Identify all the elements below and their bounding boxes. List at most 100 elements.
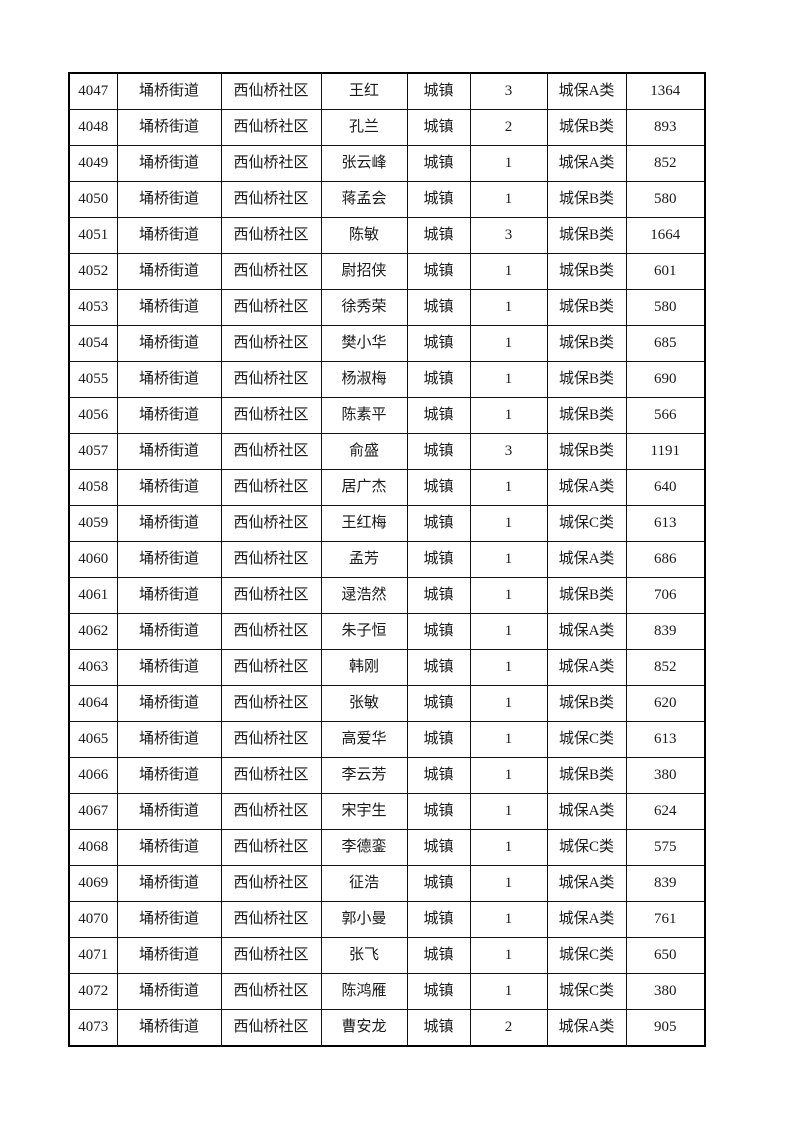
cell-id: 4061: [68, 577, 118, 614]
cell-id: 4047: [68, 72, 118, 110]
cell-category: 城保A类: [546, 541, 627, 578]
cell-category: 城保B类: [546, 109, 627, 146]
cell-amount: 650: [625, 937, 706, 974]
table-row: 4072 埇桥街道 西仙桥社区 陈鸿雁 城镇 1 城保C类 380: [68, 973, 706, 1010]
cell-amount: 852: [625, 649, 706, 686]
cell-type: 城镇: [406, 217, 471, 254]
cell-type: 城镇: [406, 757, 471, 794]
table-row: 4049 埇桥街道 西仙桥社区 张云峰 城镇 1 城保A类 852: [68, 145, 706, 182]
cell-id: 4053: [68, 289, 118, 326]
cell-category: 城保B类: [546, 397, 627, 434]
cell-id: 4054: [68, 325, 118, 362]
cell-name: 孟芳: [320, 541, 408, 578]
cell-category: 城保A类: [546, 865, 627, 902]
cell-street: 埇桥街道: [116, 217, 222, 254]
cell-name: 郭小曼: [320, 901, 408, 938]
table-row: 4058 埇桥街道 西仙桥社区 居广杰 城镇 1 城保A类 640: [68, 469, 706, 506]
cell-community: 西仙桥社区: [220, 901, 322, 938]
cell-street: 埇桥街道: [116, 793, 222, 830]
cell-category: 城保A类: [546, 649, 627, 686]
cell-community: 西仙桥社区: [220, 757, 322, 794]
cell-street: 埇桥街道: [116, 145, 222, 182]
cell-type: 城镇: [406, 721, 471, 758]
cell-community: 西仙桥社区: [220, 469, 322, 506]
cell-community: 西仙桥社区: [220, 325, 322, 362]
cell-type: 城镇: [406, 469, 471, 506]
cell-name: 俞盛: [320, 433, 408, 470]
cell-name: 逯浩然: [320, 577, 408, 614]
cell-amount: 380: [625, 757, 706, 794]
cell-name: 陈素平: [320, 397, 408, 434]
cell-count: 1: [469, 721, 548, 758]
cell-community: 西仙桥社区: [220, 577, 322, 614]
cell-name: 宋宇生: [320, 793, 408, 830]
cell-category: 城保C类: [546, 937, 627, 974]
table-row: 4062 埇桥街道 西仙桥社区 朱子恒 城镇 1 城保A类 839: [68, 613, 706, 650]
cell-id: 4052: [68, 253, 118, 290]
cell-type: 城镇: [406, 937, 471, 974]
cell-street: 埇桥街道: [116, 865, 222, 902]
cell-category: 城保B类: [546, 361, 627, 398]
cell-name: 张飞: [320, 937, 408, 974]
cell-amount: 893: [625, 109, 706, 146]
cell-id: 4073: [68, 1009, 118, 1047]
cell-category: 城保A类: [546, 613, 627, 650]
table-row: 4057 埇桥街道 西仙桥社区 俞盛 城镇 3 城保B类 1191: [68, 433, 706, 470]
cell-community: 西仙桥社区: [220, 217, 322, 254]
cell-count: 3: [469, 433, 548, 470]
cell-name: 张敏: [320, 685, 408, 722]
cell-type: 城镇: [406, 685, 471, 722]
cell-count: 1: [469, 541, 548, 578]
cell-community: 西仙桥社区: [220, 181, 322, 218]
cell-amount: 690: [625, 361, 706, 398]
cell-count: 3: [469, 217, 548, 254]
table-body: 4047 埇桥街道 西仙桥社区 王红 城镇 3 城保A类 1364 4048 埇桥街道 西仙桥社区孔…: [68, 72, 706, 1047]
cell-street: 埇桥街道: [116, 469, 222, 506]
cell-name: 李云芳: [320, 757, 408, 794]
cell-category: 城保C类: [546, 505, 627, 542]
cell-category: 城保A类: [546, 469, 627, 506]
cell-community: 西仙桥社区: [220, 865, 322, 902]
cell-count: 2: [469, 109, 548, 146]
cell-community: 西仙桥社区: [220, 433, 322, 470]
cell-id: 4057: [68, 433, 118, 470]
cell-type: 城镇: [406, 541, 471, 578]
cell-amount: 761: [625, 901, 706, 938]
cell-category: 城保B类: [546, 253, 627, 290]
cell-count: 1: [469, 829, 548, 866]
cell-id: 4064: [68, 685, 118, 722]
cell-name: 朱子恒: [320, 613, 408, 650]
cell-community: 西仙桥社区: [220, 829, 322, 866]
cell-id: 4065: [68, 721, 118, 758]
cell-category: 城保A类: [546, 901, 627, 938]
cell-street: 埇桥街道: [116, 72, 222, 110]
cell-count: 1: [469, 901, 548, 938]
cell-community: 西仙桥社区: [220, 649, 322, 686]
cell-count: 1: [469, 973, 548, 1010]
cell-community: 西仙桥社区: [220, 289, 322, 326]
cell-amount: 601: [625, 253, 706, 290]
cell-type: 城镇: [406, 145, 471, 182]
cell-category: 城保A类: [546, 793, 627, 830]
table-row: 4068 埇桥街道 西仙桥社区 李德銮 城镇 1 城保C类 575: [68, 829, 706, 866]
cell-name: 李德銮: [320, 829, 408, 866]
cell-community: 西仙桥社区: [220, 145, 322, 182]
cell-name: 王红梅: [320, 505, 408, 542]
cell-id: 4049: [68, 145, 118, 182]
cell-category: 城保A类: [546, 1009, 627, 1047]
cell-community: 西仙桥社区: [220, 793, 322, 830]
cell-street: 埇桥街道: [116, 973, 222, 1010]
cell-community: 西仙桥社区: [220, 253, 322, 290]
cell-amount: 839: [625, 613, 706, 650]
cell-name: 杨淑梅: [320, 361, 408, 398]
cell-community: 西仙桥社区: [220, 685, 322, 722]
cell-count: 1: [469, 469, 548, 506]
cell-street: 埇桥街道: [116, 649, 222, 686]
cell-street: 埇桥街道: [116, 721, 222, 758]
table-row: 4067 埇桥街道 西仙桥社区 宋宇生 城镇 1 城保A类 624: [68, 793, 706, 830]
cell-community: 西仙桥社区: [220, 505, 322, 542]
cell-category: 城保B类: [546, 757, 627, 794]
cell-amount: 613: [625, 505, 706, 542]
cell-street: 埇桥街道: [116, 505, 222, 542]
